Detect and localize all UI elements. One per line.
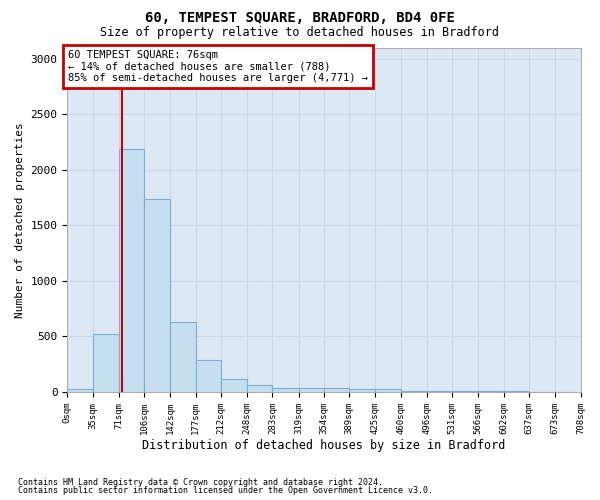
Bar xyxy=(119,148,144,392)
Bar xyxy=(196,360,221,392)
Bar xyxy=(247,384,272,392)
Bar xyxy=(376,389,401,392)
Bar xyxy=(221,378,247,392)
Bar xyxy=(299,388,324,392)
X-axis label: Distribution of detached houses by size in Bradford: Distribution of detached houses by size … xyxy=(142,440,506,452)
Text: 60, TEMPEST SQUARE, BRADFORD, BD4 0FE: 60, TEMPEST SQUARE, BRADFORD, BD4 0FE xyxy=(145,11,455,25)
Text: Contains public sector information licensed under the Open Government Licence v3: Contains public sector information licen… xyxy=(18,486,433,495)
Bar xyxy=(144,198,170,392)
Text: Size of property relative to detached houses in Bradford: Size of property relative to detached ho… xyxy=(101,26,499,39)
Y-axis label: Number of detached properties: Number of detached properties xyxy=(15,122,25,318)
Bar xyxy=(272,388,299,392)
Text: 60 TEMPEST SQUARE: 76sqm
← 14% of detached houses are smaller (788)
85% of semi-: 60 TEMPEST SQUARE: 76sqm ← 14% of detach… xyxy=(68,50,368,83)
Bar xyxy=(92,334,119,392)
Bar xyxy=(401,391,427,392)
Bar xyxy=(67,388,92,392)
Bar xyxy=(427,391,452,392)
Text: Contains HM Land Registry data © Crown copyright and database right 2024.: Contains HM Land Registry data © Crown c… xyxy=(18,478,383,487)
Bar xyxy=(349,388,376,392)
Bar xyxy=(324,388,349,392)
Bar xyxy=(170,322,196,392)
